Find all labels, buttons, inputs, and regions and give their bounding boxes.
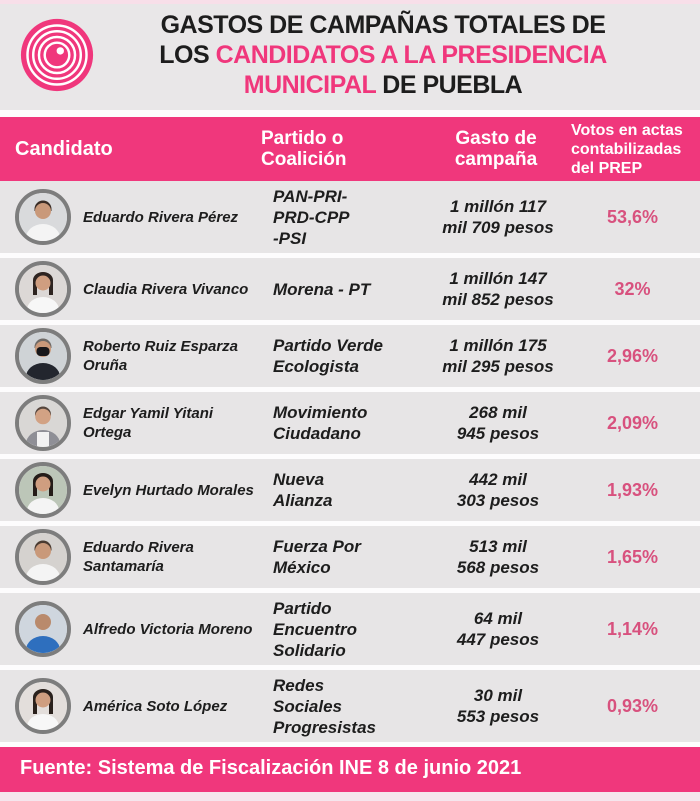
title-line2-pink: CANDIDATOS A LA PRESIDENCIA bbox=[215, 41, 608, 69]
candidate-party: PAN-PRI- PRD-CPP -PSI bbox=[273, 186, 350, 248]
top-edge-strip bbox=[0, 0, 700, 4]
campaign-spend: 268 mil 945 pesos bbox=[456, 403, 540, 443]
candidate-avatar bbox=[15, 395, 71, 451]
candidate-name: Roberto Ruiz Esparza Oruña bbox=[83, 338, 239, 374]
campaign-spend: 64 mil 447 pesos bbox=[456, 609, 540, 649]
column-header-candidato: Candidato bbox=[15, 137, 113, 160]
table-header: Candidato Partido o Coalición Gasto de c… bbox=[0, 117, 700, 181]
title-line3-pink: MUNICIPAL bbox=[243, 71, 383, 99]
prep-percent: 0,93% bbox=[606, 695, 659, 716]
candidate-name: Eduardo Rivera Santamaría bbox=[83, 539, 194, 575]
column-header-votos: Votos en actas contabilizadas del PREP bbox=[571, 121, 683, 177]
title-line1: GASTOS DE CAMPAÑAS TOTALES DE bbox=[160, 11, 606, 39]
prep-percent: 2,09% bbox=[606, 412, 659, 433]
campaign-spend: 1 millón 175 mil 295 pesos bbox=[442, 336, 554, 376]
column-header-gasto: Gasto de campaña bbox=[454, 128, 538, 170]
campaign-spend: 30 mil 553 pesos bbox=[456, 686, 540, 726]
table-row: Evelyn Hurtado Morales Nueva Alianza 442… bbox=[0, 459, 700, 521]
candidate-name: Evelyn Hurtado Morales bbox=[83, 481, 254, 499]
candidate-name: Claudia Rivera Vivanco bbox=[83, 280, 249, 298]
source-footer: Fuente: Sistema de Fiscalización INE 8 d… bbox=[0, 747, 700, 792]
prep-percent: 1,65% bbox=[606, 546, 659, 567]
prep-percent: 1,14% bbox=[606, 618, 659, 639]
campaign-spend: 442 mil 303 pesos bbox=[456, 470, 540, 510]
title-line3-black: DE PUEBLA bbox=[382, 71, 523, 99]
prep-percent: 53,6% bbox=[606, 206, 659, 227]
prep-percent: 32% bbox=[614, 278, 651, 299]
title-line2-black: LOS bbox=[159, 41, 216, 69]
table-row: Claudia Rivera Vivanco Morena - PT 1 mil… bbox=[0, 258, 700, 320]
candidate-avatar bbox=[15, 261, 71, 317]
candidate-avatar bbox=[15, 328, 71, 384]
candidate-party: Morena - PT bbox=[273, 279, 371, 299]
candidate-name: América Soto López bbox=[83, 697, 228, 715]
candidate-avatar bbox=[15, 462, 71, 518]
table-row: América Soto López Redes Sociales Progre… bbox=[0, 670, 700, 742]
campaign-spend: 1 millón 147 mil 852 pesos bbox=[442, 269, 554, 309]
spacer bbox=[0, 110, 700, 117]
campaign-spend: 513 mil 568 pesos bbox=[456, 537, 540, 577]
candidate-name: Alfredo Victoria Moreno bbox=[83, 620, 253, 638]
candidate-party: Movimiento Ciudadano bbox=[273, 403, 368, 443]
source-text: Fuente: Sistema de Fiscalización INE 8 d… bbox=[20, 757, 522, 779]
candidate-party: Fuerza Por México bbox=[273, 537, 361, 577]
table-row: Alfredo Victoria Moreno Partido Encuentr… bbox=[0, 593, 700, 665]
bottom-edge-strip bbox=[0, 792, 700, 801]
candidate-avatar bbox=[15, 189, 71, 245]
table-row: Edgar Yamil Yitani Ortega Movimiento Ciu… bbox=[0, 392, 700, 454]
concentric-circles-logo-icon bbox=[14, 14, 100, 96]
candidate-party: Redes Sociales Progresistas bbox=[273, 675, 376, 737]
candidate-avatar bbox=[15, 529, 71, 585]
page-title: GASTOS DE CAMPAÑAS TOTALES DE LOS CANDID… bbox=[100, 10, 686, 100]
table-row: Eduardo Rivera Pérez PAN-PRI- PRD-CPP -P… bbox=[0, 181, 700, 253]
candidate-party: Partido Encuentro Solidario bbox=[273, 598, 358, 660]
candidate-avatar bbox=[15, 601, 71, 657]
campaign-spend: 1 millón 117 mil 709 pesos bbox=[442, 197, 554, 237]
candidate-name: Edgar Yamil Yitani Ortega bbox=[83, 405, 214, 441]
candidate-avatar bbox=[15, 678, 71, 734]
column-header-partido: Partido o Coalición bbox=[261, 128, 347, 170]
prep-percent: 2,96% bbox=[606, 345, 659, 366]
candidate-name: Eduardo Rivera Pérez bbox=[83, 208, 239, 226]
candidate-party: Nueva Alianza bbox=[273, 470, 333, 510]
prep-percent: 1,93% bbox=[606, 479, 659, 500]
table-row: Eduardo Rivera Santamaría Fuerza Por Méx… bbox=[0, 526, 700, 588]
title-band: GASTOS DE CAMPAÑAS TOTALES DE LOS CANDID… bbox=[0, 4, 700, 110]
candidate-party: Partido Verde Ecologista bbox=[273, 336, 383, 376]
table-row: Roberto Ruiz Esparza Oruña Partido Verde… bbox=[0, 325, 700, 387]
